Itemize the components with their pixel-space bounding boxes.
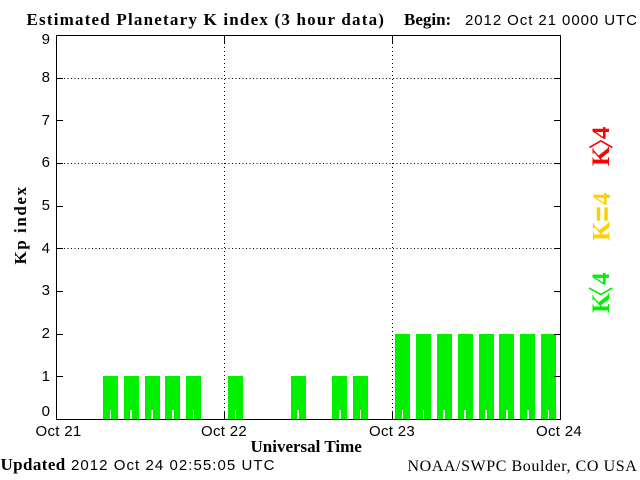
svg-text:K: K	[588, 293, 615, 313]
svg-text:K: K	[588, 146, 615, 166]
svg-text:4: 4	[588, 126, 615, 139]
svg-text:4: 4	[589, 192, 616, 205]
svg-text:4: 4	[588, 272, 615, 285]
svg-text:K: K	[588, 221, 615, 241]
